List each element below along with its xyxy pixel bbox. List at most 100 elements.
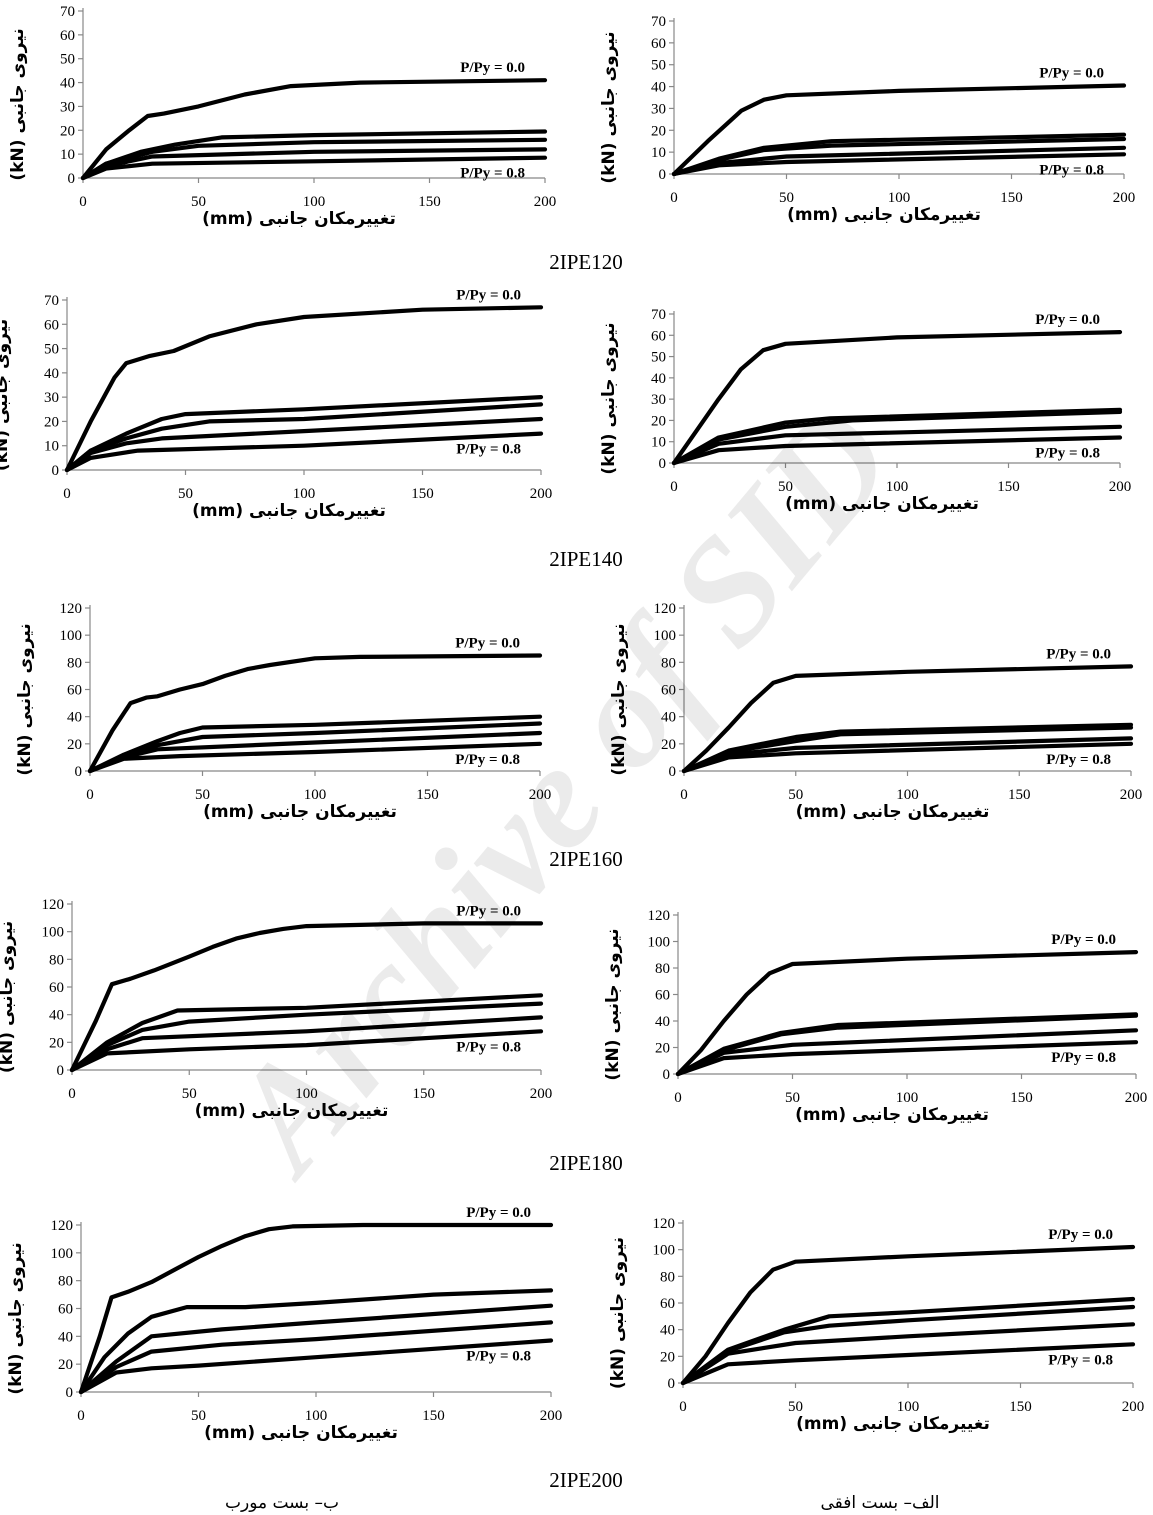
y-tick-label: 40 — [655, 1014, 670, 1030]
y-tick-label: 0 — [75, 764, 83, 780]
chart-2IPE140-right: 0 10 20 30 40 50 60 70 0 50 100 150 200 تغییرمکان جان… — [599, 307, 1131, 514]
y-tick-label: 40 — [651, 371, 666, 387]
y-tick-label: 100 — [42, 925, 65, 941]
row-caption-2ipe120: 2IPE120 — [549, 250, 623, 274]
y-tick-label: 70 — [60, 4, 75, 20]
series-line-5 — [78, 1338, 554, 1395]
x-axis-title: تغییرمکان جانبی (mm) — [203, 802, 397, 822]
y-tick-label: 30 — [60, 99, 75, 115]
y-tick-label: 40 — [661, 710, 676, 726]
y-tick-label: 80 — [660, 1269, 675, 1285]
y-axis-title: نیروی جانبی (kN) — [0, 921, 17, 1073]
x-tick-label: 200 — [1122, 1399, 1145, 1415]
annotation-top: P/Py = 0.0 — [1051, 932, 1116, 948]
x-tick-label: 150 — [422, 1408, 445, 1424]
series-line-5 — [671, 435, 1123, 466]
x-tick-label: 50 — [191, 1408, 206, 1424]
x-tick-label: 100 — [303, 194, 326, 210]
x-tick-label: 0 — [670, 190, 678, 206]
y-tick-label: 0 — [668, 1376, 676, 1392]
y-tick-label: 20 — [651, 413, 666, 429]
y-tick-label: 20 — [67, 737, 82, 753]
y-tick-label: 100 — [654, 628, 677, 644]
y-tick-label: 80 — [655, 961, 670, 977]
series-line-3 — [671, 409, 1123, 466]
series-line-5 — [671, 152, 1127, 177]
x-tick-label: 50 — [788, 1399, 803, 1415]
series-line-5 — [680, 1342, 1136, 1386]
series-line-5 — [64, 431, 544, 473]
y-tick-label: 40 — [67, 710, 82, 726]
x-axis-title: تغییرمکان جانبی (mm) — [192, 501, 386, 521]
annotation-bottom: P/Py = 0.8 — [456, 442, 521, 458]
x-tick-label: 50 — [778, 479, 793, 495]
y-axis-title: نیروی جانبی (kN) — [603, 928, 623, 1080]
chart-2IPE120-left: 0 10 20 30 40 50 60 70 0 50 100 150 200 تغییرمکان جان… — [8, 4, 556, 229]
annotation-top: P/Py = 0.0 — [460, 60, 525, 76]
x-tick-label: 150 — [997, 479, 1020, 495]
series-line-1 — [675, 950, 1139, 1077]
y-tick-label: 50 — [651, 350, 666, 366]
annotation-bottom: P/Py = 0.8 — [1039, 162, 1104, 178]
x-tick-label: 0 — [670, 479, 678, 495]
x-tick-label: 150 — [413, 1086, 436, 1102]
series-line-3 — [64, 402, 544, 473]
y-tick-label: 120 — [42, 897, 65, 913]
x-tick-label: 200 — [1125, 1090, 1148, 1106]
y-tick-label: 0 — [659, 456, 667, 472]
annotation-top: P/Py = 0.0 — [1046, 646, 1111, 662]
y-tick-label: 100 — [60, 628, 83, 644]
y-axis-title: نیروی جانبی (kN) — [609, 623, 629, 775]
y-tick-label: 60 — [44, 317, 59, 333]
row-caption-2ipe200: 2IPE200 — [549, 1468, 623, 1492]
x-tick-label: 50 — [182, 1086, 197, 1102]
series-line-4 — [680, 1322, 1136, 1386]
y-tick-label: 20 — [49, 1035, 64, 1051]
x-tick-label: 200 — [540, 1408, 563, 1424]
x-tick-label: 50 — [191, 194, 206, 210]
y-tick-label: 30 — [651, 101, 666, 117]
series-line-5 — [675, 1040, 1139, 1077]
series-line-1 — [87, 653, 543, 774]
x-tick-label: 0 — [86, 787, 94, 803]
series-line-3 — [671, 136, 1127, 177]
x-tick-label: 150 — [1000, 190, 1023, 206]
y-tick-label: 20 — [660, 1349, 675, 1365]
x-tick-label: 0 — [63, 486, 71, 502]
series-line-4 — [69, 1015, 544, 1073]
series-line-1 — [64, 305, 544, 473]
series-line-1 — [69, 921, 544, 1073]
x-tick-label: 100 — [305, 1408, 328, 1424]
y-tick-label: 60 — [655, 988, 670, 1004]
annotation-top: P/Py = 0.0 — [466, 1205, 531, 1221]
y-tick-label: 60 — [49, 980, 64, 996]
x-tick-label: 150 — [416, 787, 439, 803]
series-line-5 — [69, 1029, 544, 1073]
annotation-top: P/Py = 0.0 — [456, 903, 521, 919]
x-tick-label: 200 — [530, 1086, 553, 1102]
annotation-bottom: P/Py = 0.8 — [1051, 1050, 1116, 1066]
y-tick-label: 80 — [49, 952, 64, 968]
y-tick-label: 40 — [49, 1008, 64, 1024]
series-line-3 — [69, 1001, 544, 1073]
y-tick-label: 60 — [660, 1296, 675, 1312]
x-tick-label: 200 — [1120, 787, 1143, 803]
series-line-4 — [64, 416, 544, 473]
annotation-top: P/Py = 0.0 — [1048, 1227, 1113, 1243]
annotation-bottom: P/Py = 0.8 — [460, 166, 525, 182]
row-caption-2ipe180: 2IPE180 — [549, 1151, 623, 1175]
y-tick-label: 80 — [58, 1274, 73, 1290]
x-tick-label: 100 — [304, 787, 327, 803]
y-axis-title: نیروی جانبی (kN) — [15, 623, 35, 775]
y-tick-label: 10 — [60, 147, 75, 163]
y-tick-label: 20 — [60, 123, 75, 139]
series-line-4 — [671, 424, 1123, 466]
chart-2IPE160-right: 0 20 40 60 80 100 120 0 50 100 150 200 تغییرمکان جان… — [609, 601, 1142, 822]
x-tick-label: 100 — [295, 1086, 318, 1102]
x-tick-label: 200 — [530, 486, 553, 502]
chart-2IPE180-right: 0 20 40 60 80 100 120 0 50 100 150 200 تغییرمکان جان… — [603, 908, 1147, 1125]
x-tick-label: 0 — [674, 1090, 682, 1106]
y-tick-label: 120 — [654, 601, 677, 617]
y-axis-title: نیروی جانبی (kN) — [599, 31, 619, 183]
y-tick-label: 70 — [44, 293, 59, 309]
